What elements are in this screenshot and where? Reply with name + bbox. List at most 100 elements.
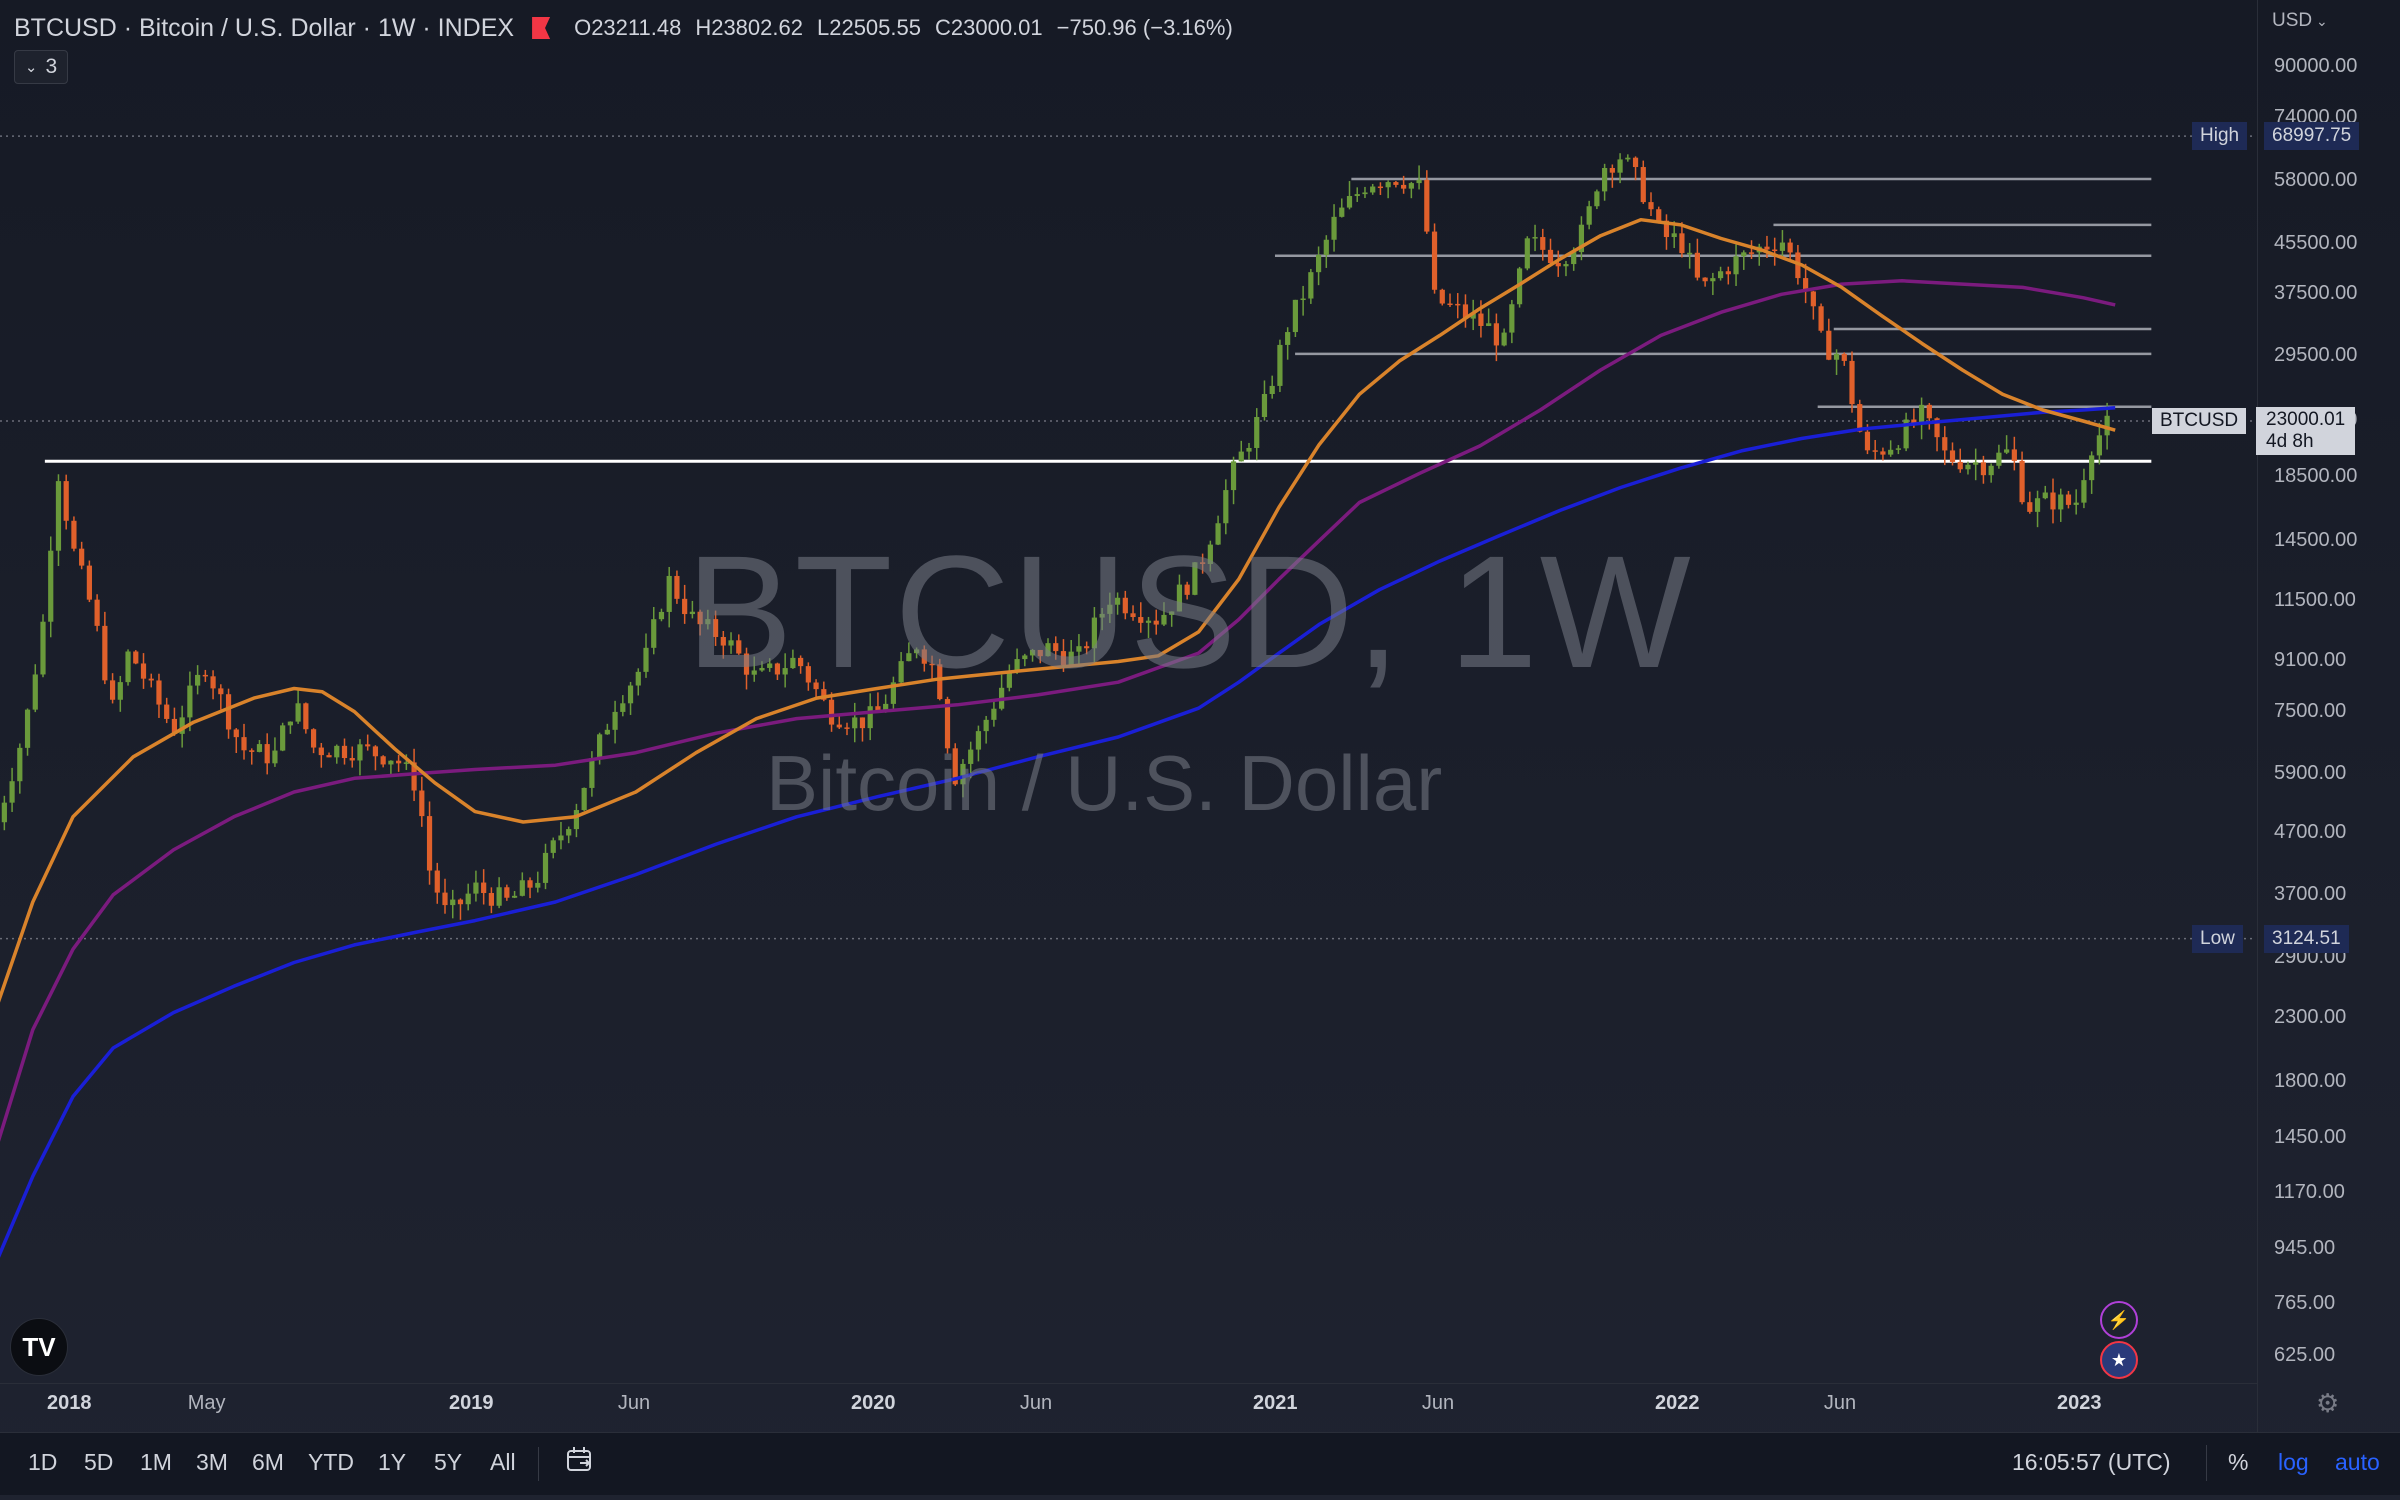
candle-body [1663, 220, 1670, 238]
candle-body [1532, 237, 1538, 239]
time-tick-label: Jun [1019, 1392, 1053, 1414]
candle-body [388, 760, 394, 765]
ma-orange-line[interactable] [0, 217, 2116, 1007]
low-price-tag: 3124.51 [2264, 924, 2349, 953]
price-tick-label: 90000.00 [2274, 55, 2358, 78]
candle-body [2019, 460, 2025, 503]
candle-body [233, 729, 239, 738]
candle-body [133, 651, 139, 664]
candle-body [589, 758, 595, 788]
candle-body [682, 598, 688, 615]
utc-clock[interactable]: 16:05:57 (UTC) [2012, 1449, 2171, 1475]
tradingview-logo[interactable]: TV [10, 1318, 68, 1376]
range-button-1y[interactable]: 1Y [378, 1449, 407, 1475]
candle-body [1555, 263, 1561, 267]
candle-body [1238, 451, 1244, 462]
time-tick-label: 2019 [449, 1392, 494, 1414]
range-button-5d[interactable]: 5D [84, 1449, 114, 1475]
toolbar-divider [2206, 1445, 2207, 1481]
candle-body [1014, 659, 1020, 671]
candle-body [40, 621, 46, 675]
price-tick-label: 29500.00 [2274, 344, 2358, 367]
candle-body [558, 835, 564, 841]
range-button-3m[interactable]: 3M [196, 1449, 228, 1475]
ma-blue-line[interactable] [0, 406, 2116, 1262]
candle-body [1578, 224, 1585, 253]
candle-body [1988, 465, 1994, 476]
lightning-icon[interactable]: ⚡ [2100, 1301, 2138, 1339]
candle-body [79, 548, 85, 566]
toolbar-divider [538, 1447, 539, 1481]
candle-body [790, 657, 796, 669]
candle-body [983, 719, 989, 732]
candle-body [913, 649, 920, 654]
candle-body [341, 745, 348, 759]
candle-body [2034, 498, 2041, 512]
candle-body [1401, 184, 1407, 189]
auto-scale-toggle[interactable]: auto [2335, 1449, 2380, 1475]
range-button-1m[interactable]: 1M [140, 1449, 172, 1475]
price-tick-label: 37500.00 [2274, 282, 2358, 305]
time-tick-label: 2018 [47, 1392, 92, 1414]
ma-purple-line[interactable] [0, 279, 2116, 1147]
candle-body [1099, 613, 1105, 618]
candle-body [148, 678, 154, 681]
price-tick-label: 2300.00 [2274, 1006, 2347, 1029]
candle-body [1609, 167, 1615, 173]
candle-body [542, 852, 549, 883]
candle-body [326, 755, 332, 758]
candle-body [102, 625, 108, 681]
currency-selector[interactable]: USD ⌄ [2272, 10, 2328, 31]
candle-body [968, 749, 974, 764]
us-flag-icon[interactable]: ★ [2100, 1341, 2138, 1379]
candle-body [1764, 246, 1770, 250]
range-button-5y[interactable]: 5Y [434, 1449, 463, 1475]
candle-body [1122, 597, 1128, 614]
candle-body [1339, 207, 1345, 217]
range-button-6m[interactable]: 6M [252, 1449, 284, 1475]
range-button-all[interactable]: All [490, 1449, 516, 1475]
gear-icon[interactable]: ⚙ [2316, 1388, 2340, 1418]
price-tick-label: 4700.00 [2274, 820, 2347, 843]
chevron-down-icon: ⌄ [2312, 13, 2328, 29]
log-scale-toggle[interactable]: log [2278, 1449, 2309, 1475]
candle-body [836, 724, 842, 728]
candle-body [1888, 449, 1894, 455]
candle-body [705, 619, 711, 625]
candle-body [527, 880, 533, 888]
candle-body [1254, 417, 1260, 448]
candle-body [960, 763, 966, 785]
time-tick-label: 2023 [2057, 1392, 2102, 1414]
flag-icon[interactable] [532, 17, 551, 39]
range-button-ytd[interactable]: YTD [308, 1449, 354, 1475]
candle-body [1957, 461, 1963, 470]
price-tick-label: 9100.00 [2274, 649, 2347, 672]
candle-body [272, 750, 278, 764]
candle-body [380, 756, 386, 765]
candle-body [1648, 202, 1654, 210]
range-button-1d[interactable]: 1D [28, 1449, 58, 1475]
candle-body [550, 840, 556, 853]
candle-body [1408, 183, 1414, 189]
candle-body [94, 599, 100, 626]
candle-body [357, 744, 363, 761]
indicators-toggle[interactable]: ⌄ 3 [14, 50, 68, 84]
candle-body [2065, 494, 2072, 505]
candle-body [1145, 620, 1152, 623]
candle-body [1431, 231, 1438, 290]
candle-body [1022, 655, 1028, 660]
candle-body [1153, 620, 1159, 625]
symbol-title[interactable]: BTCUSD · Bitcoin / U.S. Dollar · 1W · IN… [14, 13, 515, 42]
candle-body [225, 694, 232, 730]
candle-body [658, 611, 665, 620]
candle-body [1694, 252, 1700, 278]
percent-scale-toggle[interactable]: % [2228, 1449, 2249, 1475]
candle-body [195, 674, 201, 686]
candle-body [1942, 437, 1948, 451]
high-label: High [2192, 122, 2248, 151]
calendar-range-icon[interactable] [565, 1445, 595, 1475]
candle-body [2004, 449, 2010, 453]
candle-body [1269, 385, 1275, 394]
candle-body [1068, 651, 1074, 666]
